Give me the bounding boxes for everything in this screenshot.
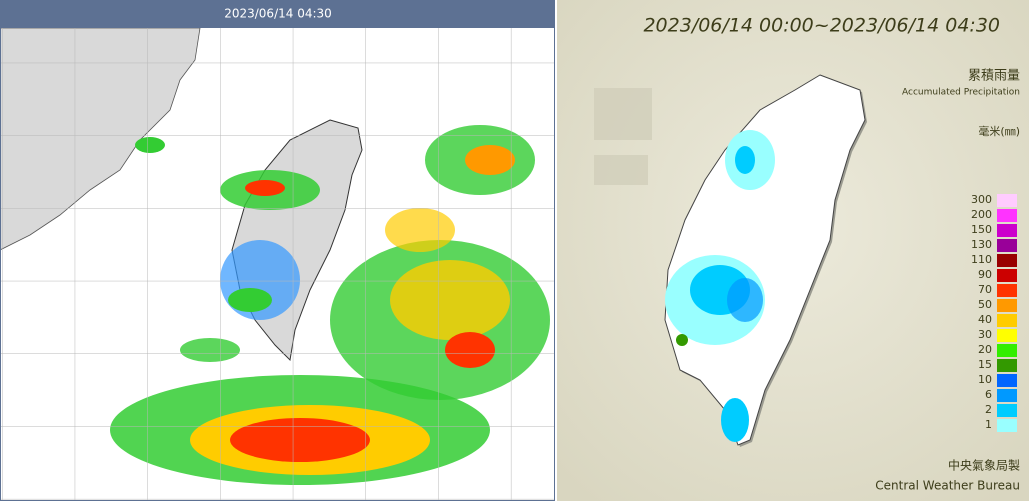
legend-value: 15 xyxy=(978,358,992,371)
credit-zh: 中央氣象局製 xyxy=(948,458,1020,473)
credit-en: Central Weather Bureau xyxy=(875,479,1020,493)
legend-value: 110 xyxy=(971,253,992,266)
legend-value: 6 xyxy=(985,388,992,401)
legend-value: 130 xyxy=(971,238,992,251)
legend-swatch xyxy=(997,404,1017,417)
legend-swatch xyxy=(997,254,1017,267)
legend-value: 20 xyxy=(978,343,992,356)
radar-panel: 2023/06/14 04:30 xyxy=(0,0,555,501)
legend-value: 1 xyxy=(985,418,992,431)
penghu-inset xyxy=(594,88,652,140)
legend-value: 2 xyxy=(985,403,992,416)
rainfall-legend: 300 200 150 130 110 90 70 50 40 30 20 15 10 6 2 1 xyxy=(971,193,1017,432)
legend-value: 30 xyxy=(978,328,992,341)
title-zh: 累積雨量 xyxy=(968,69,1020,84)
rainfall-period: 2023/06/14 00:00~2023/06/14 04:30 xyxy=(643,15,1000,37)
legend-swatch xyxy=(997,224,1017,237)
legend-swatch xyxy=(997,284,1017,297)
legend-swatch xyxy=(997,419,1017,432)
legend-value: 70 xyxy=(978,283,992,296)
rainfall-panel: 2023/06/14 00:00~2023/06/14 04:30 累積雨量 A… xyxy=(557,0,1029,501)
legend-swatch xyxy=(997,374,1017,387)
legend-swatch xyxy=(997,299,1017,312)
legend-swatch xyxy=(997,359,1017,372)
legend-swatch xyxy=(997,194,1017,207)
legend-swatch xyxy=(997,209,1017,222)
legend-value: 150 xyxy=(971,223,992,236)
title-en: Accumulated Precipitation xyxy=(902,88,1020,98)
unit-label: 毫米(㎜) xyxy=(978,124,1020,138)
legend-swatch xyxy=(997,239,1017,252)
radar-timestamp: 2023/06/14 04:30 xyxy=(224,7,332,21)
rainfall-areas xyxy=(665,130,775,442)
legend-value: 300 xyxy=(971,193,992,206)
legend-value: 90 xyxy=(978,268,992,281)
legend-swatch xyxy=(997,389,1017,402)
legend-value: 40 xyxy=(978,313,992,326)
kinmen-inset xyxy=(594,155,648,185)
lat-lon-grid xyxy=(0,28,555,501)
legend-swatch xyxy=(997,329,1017,342)
legend-value: 50 xyxy=(978,298,992,311)
radar-header xyxy=(0,0,555,28)
legend-swatch xyxy=(997,344,1017,357)
legend-swatch xyxy=(997,314,1017,327)
legend-swatch xyxy=(997,269,1017,282)
legend-value: 200 xyxy=(971,208,992,221)
legend-value: 10 xyxy=(978,373,992,386)
